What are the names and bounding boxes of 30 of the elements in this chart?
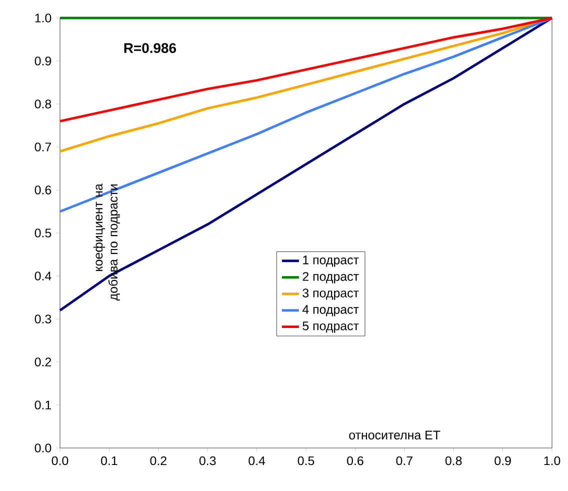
x-tick-label: 0.8 — [445, 456, 462, 466]
x-tick-label: 0.0 — [52, 456, 68, 466]
y-tick-label: 0.1 — [34, 400, 52, 410]
y-tick-label: 0.7 — [34, 142, 52, 152]
y-tick-label: 0.2 — [34, 358, 52, 366]
x-tick-label: 0.4 — [248, 456, 266, 466]
y-tick-label: 0.4 — [34, 272, 52, 280]
x-axis-title: относителна ЕТ — [349, 430, 440, 440]
y-tick-label: 0.6 — [34, 186, 52, 194]
y-axis-title: коефициент на добива по подрасти — [93, 184, 120, 301]
legend-label: 1 подраст — [303, 256, 359, 267]
y-tick-label: 0.5 — [34, 228, 52, 238]
y-tick-label: 0.0 — [34, 444, 52, 452]
legend-label: 4 подраст — [302, 305, 359, 316]
y-tick-label: 0.8 — [34, 100, 52, 108]
y-tick-label: 1.0 — [35, 14, 52, 22]
x-tick-label: 0.2 — [150, 456, 166, 466]
annotation: R=0.986 — [124, 43, 176, 54]
x-tick-label: 0.3 — [199, 456, 216, 466]
legend-label: 3 подраст — [302, 288, 359, 300]
x-tick-label: 0.5 — [298, 456, 314, 466]
y-tick-label: 0.3 — [34, 314, 52, 324]
x-tick-label: 0.9 — [494, 456, 511, 466]
x-tick-label: 0.6 — [347, 456, 364, 466]
legend-label: 2 подраст — [302, 272, 359, 284]
x-tick-label: 0.1 — [101, 456, 118, 466]
x-tick-label: 1.0 — [544, 456, 560, 466]
legend-label: 5 подраст — [302, 322, 359, 333]
x-tick-label: 0.7 — [396, 456, 412, 466]
y-tick-label: 0.9 — [34, 56, 52, 66]
